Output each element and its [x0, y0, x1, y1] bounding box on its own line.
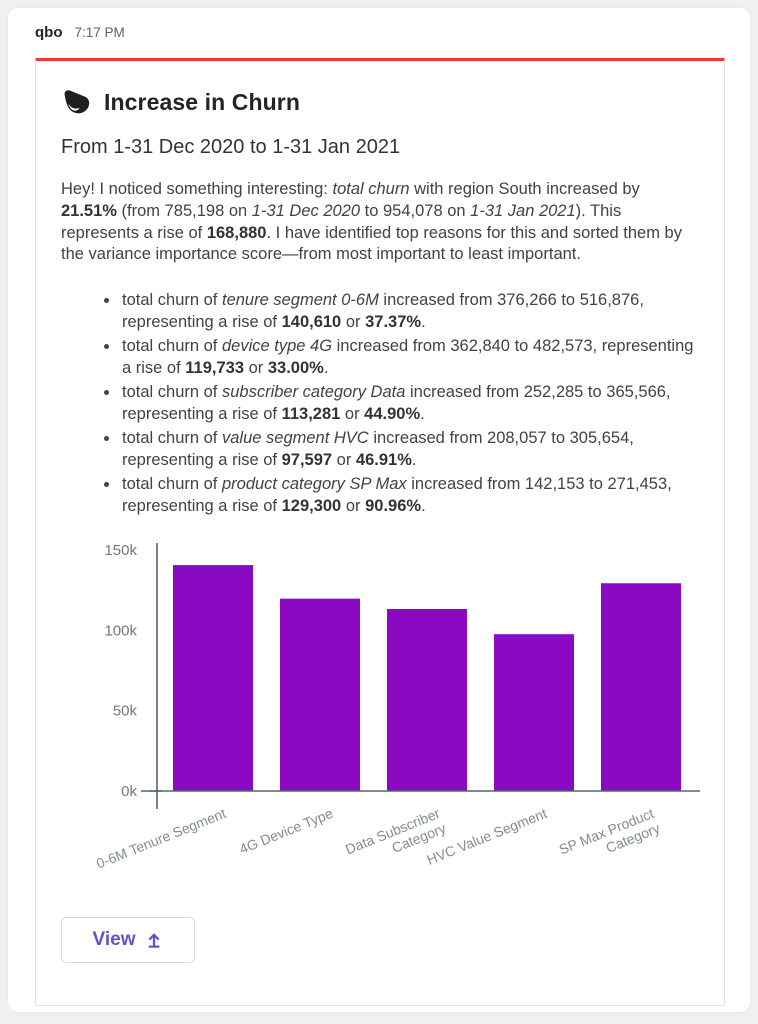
- message-timestamp: 7:17 PM: [74, 25, 125, 40]
- emphasis-value: 44.90%: [364, 405, 421, 424]
- chart-bar: [173, 565, 253, 792]
- emphasis-value: 90.96%: [365, 497, 422, 516]
- text-run: .: [323, 359, 329, 378]
- text-run: .: [421, 313, 426, 332]
- text-run: or: [341, 313, 366, 332]
- reason-item: total churn of device type 4G increased …: [120, 335, 698, 379]
- chart-bar: [601, 583, 681, 792]
- reason-list: total churn of tenure segment 0-6M incre…: [61, 289, 698, 517]
- emphasis-value: 37.37%: [365, 313, 422, 332]
- reason-item: total churn of product category SP Max i…: [120, 473, 698, 517]
- text-run: or: [340, 405, 365, 424]
- dimension-name: product category SP Max: [221, 475, 407, 494]
- text-run: with region South increased by: [409, 180, 640, 198]
- dimension-name: value segment HVC: [221, 429, 369, 448]
- y-tick-label: 150k: [104, 542, 137, 559]
- arrow-up-from-bar-icon: [148, 933, 160, 948]
- y-tick-label: 0k: [121, 783, 137, 800]
- reason-item: total churn of value segment HVC increas…: [120, 427, 698, 471]
- message-container: qbo 7:17 PM Increase in Churn From 1-31 D…: [8, 8, 750, 1012]
- dimension-name: tenure segment 0-6M: [221, 291, 379, 310]
- text-run: total churn of: [122, 291, 222, 310]
- text-run: increased from 208,057 to 305,654, repre…: [122, 429, 634, 470]
- text-run: or: [341, 497, 366, 516]
- sender-name: qbo: [35, 24, 63, 41]
- emphasis-value: 97,597: [281, 451, 333, 470]
- text-run: total churn of: [122, 337, 222, 356]
- emphasis-value: 21.51%: [61, 201, 117, 220]
- x-category-label: 4G Device Type: [237, 805, 335, 857]
- intro-paragraph: Hey! I noticed something interesting: to…: [61, 179, 699, 266]
- dimension-name: 1-31 Jan 2021: [470, 201, 576, 220]
- card-subtitle: From 1-31 Dec 2020 to 1-31 Jan 2021: [61, 136, 401, 158]
- text-run: increased from 362,840 to 482,573, repre…: [122, 337, 694, 378]
- card-title: Increase in Churn: [104, 88, 300, 115]
- dimension-name: device type 4G: [221, 337, 333, 356]
- dimension-name: subscriber category Data: [221, 383, 406, 402]
- text-run: Hey! I noticed something interesting:: [61, 180, 333, 198]
- chart-bar: [387, 609, 467, 792]
- reason-item: total churn of tenure segment 0-6M incre…: [120, 289, 698, 333]
- text-run: (from 785,198 on: [116, 201, 252, 220]
- x-category-label: 0-6M Tenure Segment: [94, 805, 228, 872]
- text-run: total churn of: [122, 429, 222, 448]
- text-run: . I have identified top reasons for this…: [61, 223, 682, 264]
- churn-insight-card: Increase in Churn From 1-31 Dec 2020 to …: [35, 58, 725, 1006]
- text-run: total churn of: [122, 475, 222, 494]
- view-button-label: View: [92, 929, 136, 951]
- emphasis-value: 140,610: [281, 313, 342, 332]
- emphasis-value: 33.00%: [267, 359, 324, 378]
- view-button[interactable]: View: [61, 917, 195, 964]
- card-title-row: Increase in Churn: [61, 87, 724, 117]
- text-run: to 954,078 on: [360, 201, 471, 220]
- emphasis-value: 119,733: [185, 359, 245, 378]
- x-category-label: SP Max ProductCategory: [557, 805, 663, 873]
- emphasis-value: 129,300: [281, 497, 342, 516]
- y-tick-label: 50k: [113, 703, 138, 720]
- churn-bar-chart: 150k 100k 50k 0k 0-6M Tenure Segment 4G Devic…: [61, 533, 723, 891]
- dimension-name: total churn: [332, 180, 410, 198]
- dimension-name: 1-31 Dec 2020: [251, 201, 361, 220]
- qbo-logo-icon: [64, 90, 90, 114]
- text-run: or: [244, 359, 268, 378]
- reason-item: total churn of subscriber category Data …: [120, 381, 698, 425]
- emphasis-value: 46.91%: [355, 451, 412, 470]
- message-header: qbo 7:17 PM: [8, 8, 750, 41]
- text-run: increased from 252,285 to 365,566, repre…: [122, 383, 671, 424]
- text-run: or: [332, 451, 356, 470]
- text-run: total churn of: [122, 383, 222, 402]
- text-run: increased from 142,153 to 271,453, repre…: [122, 475, 672, 516]
- bar-chart-svg: 150k 100k 50k 0k 0-6M Tenure Segment 4G Devic…: [94, 542, 700, 873]
- text-run: .: [420, 405, 425, 424]
- chart-bar: [280, 598, 360, 792]
- emphasis-value: 113,281: [281, 405, 341, 424]
- chart-bar: [494, 634, 574, 792]
- text-run: ). This represents a rise of: [61, 201, 622, 242]
- text-run: .: [411, 451, 417, 470]
- text-run: .: [421, 497, 426, 516]
- y-tick-label: 100k: [104, 623, 137, 640]
- text-run: increased from 376,266 to 516,876, repre…: [122, 291, 644, 332]
- emphasis-value: 168,880: [206, 223, 267, 242]
